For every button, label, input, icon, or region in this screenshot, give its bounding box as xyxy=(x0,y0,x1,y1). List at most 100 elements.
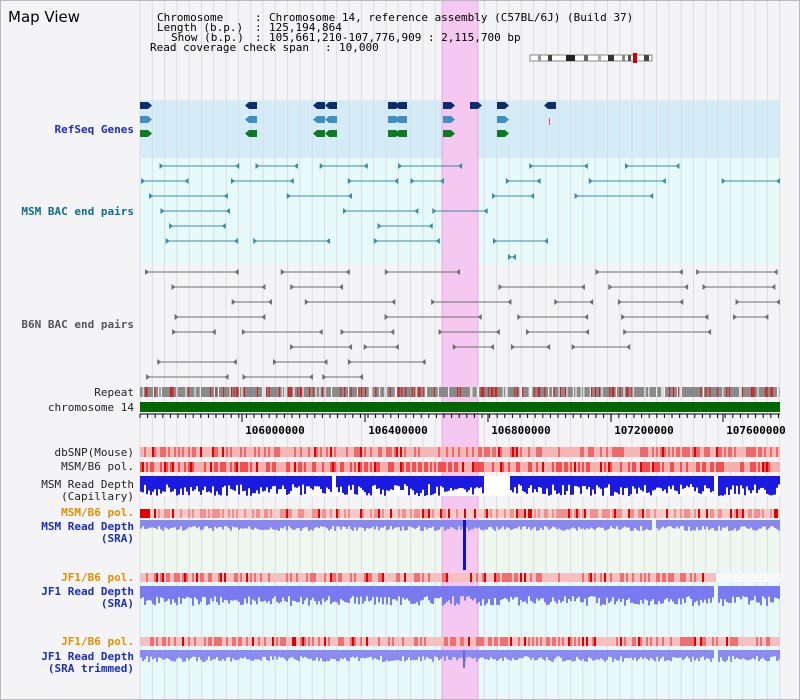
depth-bar xyxy=(272,476,274,487)
depth-bar xyxy=(218,650,220,661)
heat-cell xyxy=(474,462,476,472)
track-label-b6n-bac[interactable]: B6N BAC end pairs xyxy=(21,318,134,331)
depth-bar xyxy=(498,520,500,530)
depth-bar xyxy=(548,476,550,496)
ideogram-position-marker xyxy=(633,53,637,63)
bac-end xyxy=(146,374,151,380)
bac-end xyxy=(280,269,285,275)
depth-bar xyxy=(616,476,618,493)
heat-cell xyxy=(620,509,622,518)
depth-bar xyxy=(326,476,328,488)
depth-bar xyxy=(456,586,458,604)
depth-bar xyxy=(752,586,754,601)
heat-cell xyxy=(250,573,252,582)
heat-cell xyxy=(236,462,238,472)
heat-cell xyxy=(640,573,642,582)
heat-cell xyxy=(688,637,690,646)
depth-bar xyxy=(534,520,536,527)
depth-bar xyxy=(232,476,234,490)
heat-cell xyxy=(360,447,362,457)
heat-cell xyxy=(536,637,538,646)
depth-bar xyxy=(770,650,772,658)
depth-bar xyxy=(342,476,344,493)
heat-cell xyxy=(768,637,770,646)
heat-cell xyxy=(200,447,202,457)
bac-end xyxy=(684,284,689,290)
heat-cell xyxy=(758,462,760,472)
depth-bar xyxy=(544,650,546,661)
heat-cell xyxy=(420,637,422,646)
depth-bar xyxy=(676,520,678,527)
heat-cell xyxy=(246,462,248,472)
depth-bar xyxy=(292,476,294,485)
depth-bar xyxy=(760,520,762,529)
refseq-gene xyxy=(140,130,152,137)
bac-end xyxy=(398,163,403,169)
bac-end xyxy=(340,329,345,335)
depth-bar xyxy=(750,586,752,601)
heat-cell xyxy=(662,462,664,472)
heat-cell xyxy=(518,509,520,518)
depth-bar xyxy=(466,650,468,658)
heat-cell xyxy=(748,509,750,518)
depth-bar xyxy=(370,650,372,657)
repeat-segment xyxy=(457,387,459,397)
heat-cell xyxy=(592,447,594,457)
heat-cell xyxy=(774,509,776,518)
depth-bar xyxy=(154,520,156,529)
depth-bar xyxy=(568,476,570,485)
depth-bar xyxy=(756,520,758,531)
repeat-segment xyxy=(661,387,663,397)
depth-bar xyxy=(384,476,386,496)
depth-bar xyxy=(180,586,182,604)
track-label-refseq[interactable]: RefSeq Genes xyxy=(54,123,134,136)
depth-bar xyxy=(390,520,392,527)
refseq-gene xyxy=(140,116,152,123)
repeat-segment xyxy=(301,387,303,397)
depth-bar xyxy=(634,650,636,658)
heat-cell xyxy=(504,509,506,518)
depth-bar xyxy=(684,650,686,659)
repeat-segment xyxy=(229,387,231,397)
repeat-segment xyxy=(379,387,381,397)
depth-bar xyxy=(590,476,592,496)
depth-bar xyxy=(322,520,324,527)
depth-bar xyxy=(494,586,496,598)
depth-bar xyxy=(318,520,320,529)
heat-cell xyxy=(530,509,532,518)
depth-bar xyxy=(182,520,184,531)
heat-cell xyxy=(642,447,644,457)
depth-bar xyxy=(316,520,318,528)
depth-bar xyxy=(412,650,414,660)
depth-bar xyxy=(496,650,498,661)
depth-bar xyxy=(592,650,594,661)
depth-bar xyxy=(642,520,644,531)
depth-bar xyxy=(260,586,262,602)
depth-bar xyxy=(524,476,526,493)
heat-cell xyxy=(354,573,356,582)
track-label-msm-bac[interactable]: MSM BAC end pairs xyxy=(21,205,134,218)
heat-cell xyxy=(408,462,410,472)
depth-bar xyxy=(180,650,182,659)
ideogram-band xyxy=(628,55,631,61)
depth-bar xyxy=(262,586,264,602)
heat-cell xyxy=(390,447,392,457)
repeat-segment xyxy=(575,387,577,397)
refseq-gene xyxy=(325,130,337,137)
heat-cell xyxy=(414,573,416,582)
heat-cell xyxy=(374,509,376,518)
repeat-segment xyxy=(185,387,187,397)
depth-bar xyxy=(772,650,774,657)
depth-bar xyxy=(270,520,272,528)
depth-bar xyxy=(662,650,664,657)
depth-bar xyxy=(752,650,754,659)
depth-bar xyxy=(466,476,468,493)
depth-bar xyxy=(492,650,494,660)
depth-bar xyxy=(292,520,294,530)
depth-bar xyxy=(648,520,650,531)
heat-cell xyxy=(272,637,274,646)
repeat-segment xyxy=(757,387,759,397)
depth-bar xyxy=(548,520,550,530)
heat-cell xyxy=(172,509,174,518)
depth-bar xyxy=(190,520,192,528)
